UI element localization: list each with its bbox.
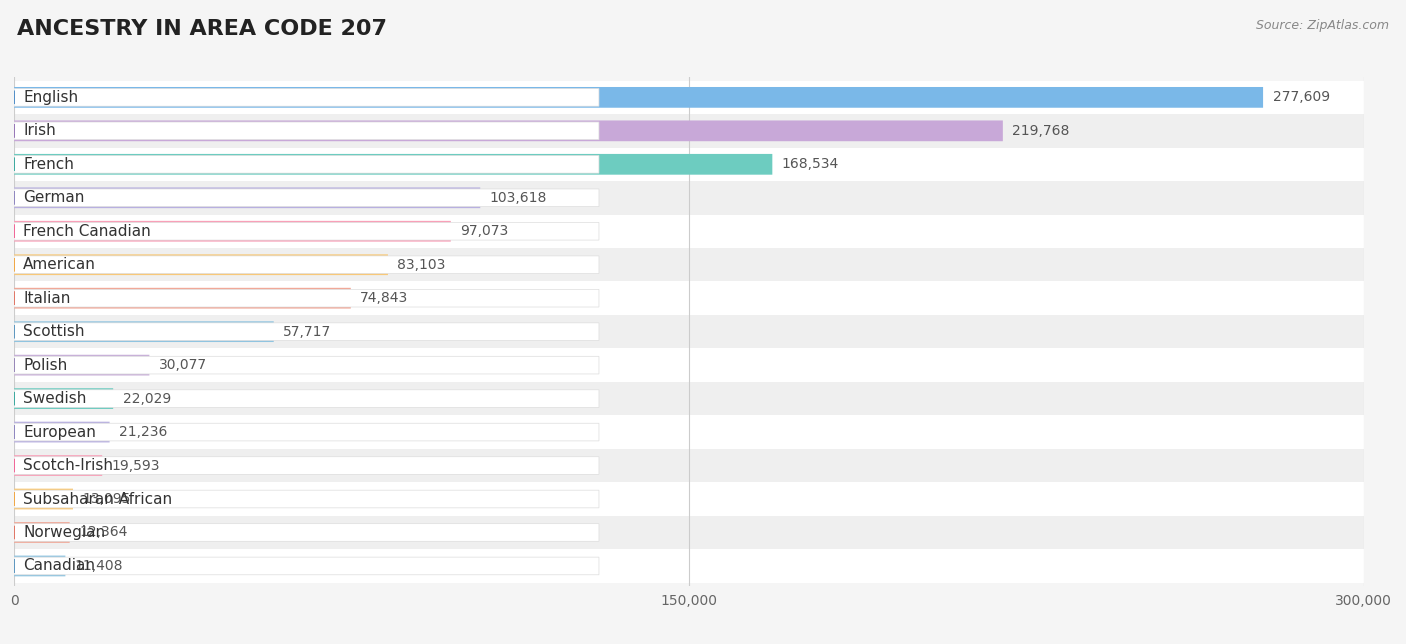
Text: German: German [22,190,84,205]
Text: Norwegian: Norwegian [22,525,105,540]
FancyBboxPatch shape [14,489,73,509]
Text: 103,618: 103,618 [489,191,547,205]
FancyBboxPatch shape [14,222,599,240]
FancyBboxPatch shape [14,154,772,175]
FancyBboxPatch shape [0,449,1378,482]
Text: Swedish: Swedish [22,391,86,406]
FancyBboxPatch shape [14,423,599,441]
FancyBboxPatch shape [0,348,1378,382]
FancyBboxPatch shape [0,114,1378,147]
FancyBboxPatch shape [0,147,1378,181]
Text: American: American [22,257,96,272]
FancyBboxPatch shape [0,415,1378,449]
FancyBboxPatch shape [14,457,599,475]
FancyBboxPatch shape [14,221,451,242]
FancyBboxPatch shape [14,122,599,140]
FancyBboxPatch shape [0,482,1378,516]
FancyBboxPatch shape [14,388,112,409]
FancyBboxPatch shape [14,422,110,442]
FancyBboxPatch shape [14,321,274,342]
FancyBboxPatch shape [14,323,599,341]
FancyBboxPatch shape [14,524,599,542]
FancyBboxPatch shape [14,88,599,106]
FancyBboxPatch shape [14,490,599,508]
FancyBboxPatch shape [14,256,599,274]
Text: French Canadian: French Canadian [22,223,150,239]
Text: 168,534: 168,534 [782,157,839,171]
FancyBboxPatch shape [14,155,599,173]
Text: 219,768: 219,768 [1012,124,1070,138]
FancyBboxPatch shape [0,248,1378,281]
Text: 74,843: 74,843 [360,291,409,305]
Text: Polish: Polish [22,357,67,373]
Text: 12,364: 12,364 [79,526,128,540]
FancyBboxPatch shape [14,355,149,375]
Text: English: English [22,90,79,105]
Text: 83,103: 83,103 [398,258,446,272]
FancyBboxPatch shape [14,288,350,308]
Text: ANCESTRY IN AREA CODE 207: ANCESTRY IN AREA CODE 207 [17,19,387,39]
FancyBboxPatch shape [14,87,1263,108]
FancyBboxPatch shape [14,120,1002,141]
Text: Irish: Irish [22,124,56,138]
Text: Canadian: Canadian [22,558,96,573]
Text: Scotch-Irish: Scotch-Irish [22,458,112,473]
FancyBboxPatch shape [14,557,599,575]
Text: 277,609: 277,609 [1272,90,1330,104]
Text: 19,593: 19,593 [111,459,160,473]
Text: Subsaharan African: Subsaharan African [22,491,172,507]
FancyBboxPatch shape [0,181,1378,214]
Text: Scottish: Scottish [22,324,84,339]
FancyBboxPatch shape [14,455,103,476]
FancyBboxPatch shape [0,549,1378,583]
FancyBboxPatch shape [14,390,599,408]
Text: 97,073: 97,073 [460,224,509,238]
Text: 21,236: 21,236 [120,425,167,439]
Text: Source: ZipAtlas.com: Source: ZipAtlas.com [1256,19,1389,32]
FancyBboxPatch shape [0,315,1378,348]
FancyBboxPatch shape [0,80,1378,114]
Text: European: European [22,424,96,440]
Text: 11,408: 11,408 [75,559,124,573]
FancyBboxPatch shape [14,187,481,208]
Text: 22,029: 22,029 [122,392,172,406]
Text: Italian: Italian [22,290,70,306]
FancyBboxPatch shape [14,556,66,576]
FancyBboxPatch shape [14,254,388,275]
FancyBboxPatch shape [14,356,599,374]
FancyBboxPatch shape [0,382,1378,415]
FancyBboxPatch shape [0,516,1378,549]
Text: 57,717: 57,717 [283,325,332,339]
FancyBboxPatch shape [0,281,1378,315]
FancyBboxPatch shape [14,522,70,543]
FancyBboxPatch shape [14,189,599,207]
FancyBboxPatch shape [0,214,1378,248]
Text: 13,095: 13,095 [83,492,131,506]
Text: 30,077: 30,077 [159,358,207,372]
FancyBboxPatch shape [14,289,599,307]
Text: French: French [22,156,75,172]
